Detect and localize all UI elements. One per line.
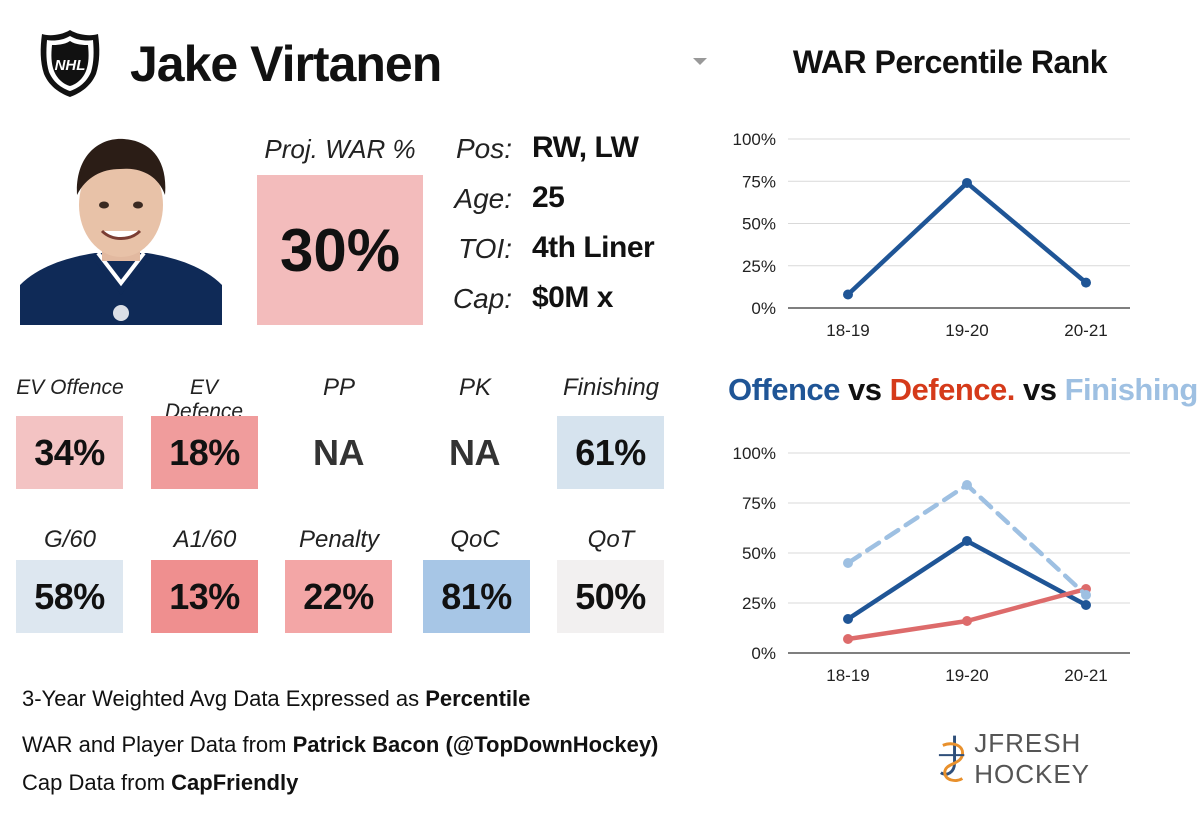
stat-value-pp: NA — [285, 416, 392, 489]
footer-line-3: Cap Data from CapFriendly — [22, 770, 298, 796]
chart2-title: Offence vs Defence. vs Finishing — [728, 372, 1198, 408]
data-point-finishing — [962, 480, 972, 490]
y-tick-label: 0% — [751, 299, 776, 318]
y-tick-label: 0% — [751, 644, 776, 663]
stat-label-finishing: Finishing — [562, 374, 660, 401]
chart2-title-vs1: vs — [839, 372, 890, 407]
chart2-title-vs2: vs — [1014, 372, 1065, 407]
player-photo — [20, 125, 222, 325]
stat-label-pp: PP — [322, 374, 355, 401]
x-tick-label: 18-19 — [826, 666, 869, 685]
cap-value: $0M x — [532, 281, 613, 314]
brand-logo-icon — [938, 735, 965, 782]
stat-value-ev-offence: 34% — [16, 416, 123, 489]
war-chart-title: WAR Percentile Rank — [792, 44, 1108, 80]
y-tick-label: 25% — [742, 594, 776, 613]
chart2-title-finishing: Finishing — [1064, 372, 1199, 407]
x-tick-label: 19-20 — [945, 666, 988, 685]
stat-label-g60: G/60 — [43, 526, 97, 553]
stat-label-pk: PK — [458, 374, 491, 401]
data-point-defence — [962, 616, 972, 626]
y-tick-label: 75% — [742, 172, 776, 191]
data-point-defence — [843, 634, 853, 644]
nhl-logo: NHL — [38, 28, 102, 98]
dropdown-caret-icon[interactable] — [693, 58, 707, 65]
footer-line-3-bold: CapFriendly — [171, 770, 299, 795]
age-value: 25 — [532, 181, 565, 214]
y-tick-label: 25% — [742, 257, 776, 276]
x-tick-label: 19-20 — [945, 321, 988, 340]
cap-label: Cap: — [452, 283, 512, 314]
logo-text: NHL — [55, 57, 86, 74]
brand-name: JFRESH HOCKEY — [974, 728, 1091, 789]
stat-label-qoc: QoC — [450, 526, 500, 553]
war-percentile-chart: 0% 25% 50% 75% 100% 18-19 19-20 20-21 — [733, 130, 1130, 340]
stat-value-g60: 58% — [16, 560, 123, 633]
data-point-offence — [843, 614, 853, 624]
chart2-title-defence: Defence. — [889, 372, 1016, 407]
data-point-war — [843, 289, 853, 300]
y-tick-label: 75% — [742, 494, 776, 513]
stat-value-penalty: 22% — [285, 560, 392, 633]
data-point-war — [962, 177, 972, 188]
stat-value-ev-defence: 18% — [151, 416, 258, 489]
series-line-war — [845, 180, 1089, 297]
pos-label: Pos: — [455, 133, 512, 164]
proj-war-value: 30% — [257, 175, 423, 325]
x-tick-label: 18-19 — [826, 321, 869, 340]
player-name: Jake Virtanen — [130, 36, 442, 92]
footer-line-1-text: 3-Year Weighted Avg Data Expressed as — [22, 686, 426, 711]
footer-line-1: 3-Year Weighted Avg Data Expressed as Pe… — [22, 686, 530, 712]
stat-value-finishing: 61% — [557, 416, 664, 489]
x-tick-label: 20-21 — [1064, 321, 1107, 340]
footer-line-1-bold: Percentile — [425, 686, 531, 711]
x-tick-label: 20-21 — [1064, 666, 1107, 685]
y-tick-label: 100% — [733, 444, 776, 463]
pos-value: RW, LW — [532, 131, 639, 164]
stat-label-penalty: Penalty — [298, 526, 380, 553]
footer-line-2: WAR and Player Data from Patrick Bacon (… — [22, 732, 658, 758]
footer-line-2-text: WAR and Player Data from — [22, 732, 293, 757]
y-tick-label: 50% — [742, 215, 776, 234]
toi-label: TOI: — [458, 233, 512, 264]
chart2-title-offence: Offence — [728, 372, 840, 407]
stat-label-ev-offence: EV Offence — [16, 376, 124, 399]
stat-label-qot: QoT — [587, 526, 635, 553]
stat-value-qoc: 81% — [423, 560, 530, 633]
data-point-finishing — [1081, 590, 1091, 600]
stat-value-pk: NA — [421, 416, 528, 489]
toi-value: 4th Liner — [532, 231, 655, 264]
data-point-offence — [962, 536, 972, 546]
brand: JFRESH HOCKEY — [935, 728, 1200, 790]
age-label: Age: — [454, 183, 512, 214]
offence-defence-finishing-chart: 0% 25% 50% 75% 100% 18-19 19-20 20-21 — [733, 444, 1130, 685]
stat-value-a160: 13% — [151, 560, 258, 633]
footer-line-2-bold: Patrick Bacon (@TopDownHockey) — [292, 732, 659, 757]
y-tick-label: 50% — [742, 544, 776, 563]
stat-label-a160: A1/60 — [173, 526, 237, 553]
stat-value-qot: 50% — [557, 560, 664, 633]
footer-line-3-text: Cap Data from — [22, 770, 172, 795]
proj-war-label: Proj. WAR % — [264, 134, 416, 164]
data-point-war — [1081, 277, 1091, 288]
y-tick-label: 100% — [733, 130, 776, 149]
data-point-finishing — [843, 558, 853, 568]
data-point-offence — [1081, 600, 1091, 610]
